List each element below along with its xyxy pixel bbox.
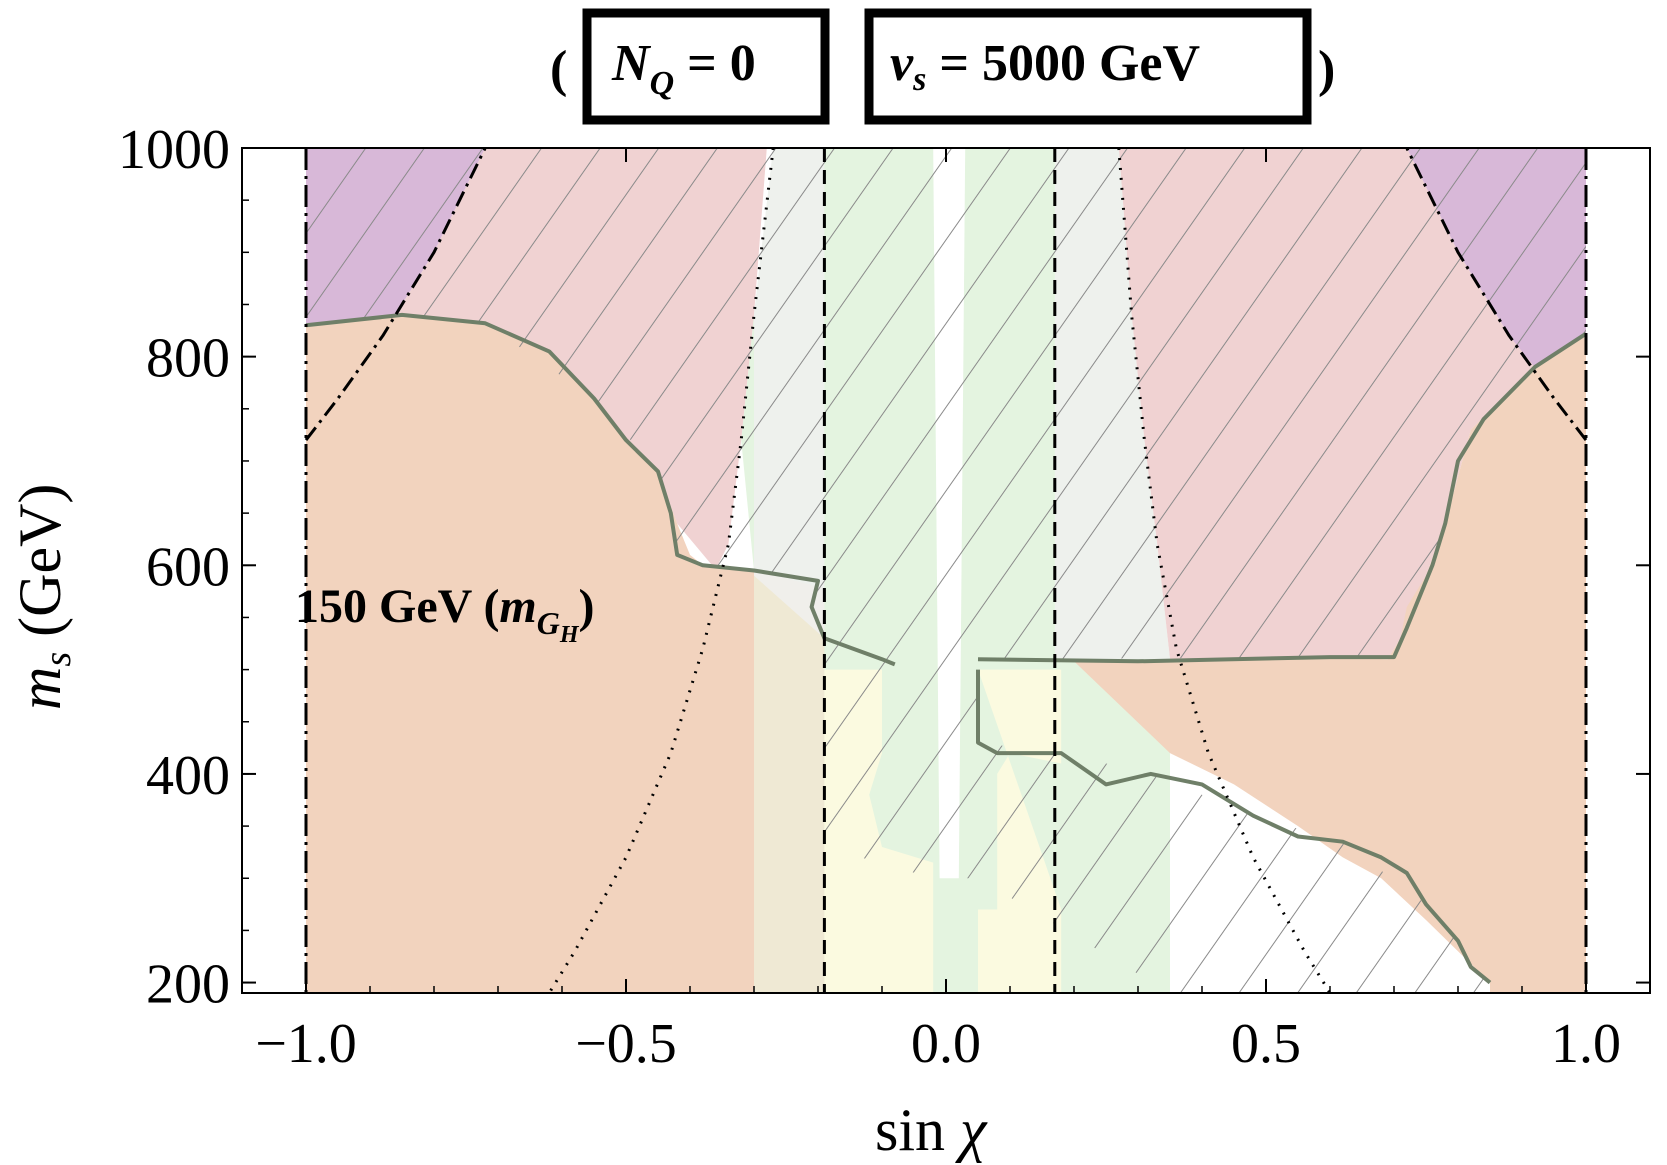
curve-boundary-left bbox=[305, 312, 896, 667]
mass-annotation: 150 GeV (mGH) bbox=[295, 580, 595, 648]
curve-dashdot-left bbox=[304, 148, 487, 442]
y-axis-label-subscript: s bbox=[37, 652, 79, 667]
header-box-vs bbox=[864, 8, 1312, 125]
header-nq-label: NQ = 0 bbox=[611, 35, 756, 102]
curve-boundary-lower-right bbox=[976, 669, 1492, 985]
x-axis-label-main: sin bbox=[875, 1097, 960, 1163]
y-tick-label: 1000 bbox=[118, 119, 230, 181]
header-vs-symbol: v bbox=[890, 35, 914, 92]
y-tick-label: 400 bbox=[146, 745, 230, 807]
x-tick-label: 1.0 bbox=[1551, 1013, 1621, 1075]
annotation-subscript: G bbox=[537, 605, 560, 641]
curve-boundary-right bbox=[977, 332, 1588, 664]
header-vs-subscript: s bbox=[912, 61, 926, 98]
curves-layer bbox=[304, 148, 1588, 993]
x-axis: −1.0 −0.5 0.0 0.5 1.0 bbox=[255, 148, 1621, 1075]
x-tick-label: 0.0 bbox=[911, 1013, 981, 1075]
header-nq-rest: = 0 bbox=[674, 35, 756, 92]
y-tick-label: 200 bbox=[146, 954, 230, 1016]
x-axis-label: sin χ bbox=[875, 1097, 988, 1163]
hatch-layer bbox=[306, 148, 1586, 993]
y-axis: 200 400 600 800 1000 bbox=[118, 119, 1650, 1016]
annotation-main: 150 GeV ( bbox=[295, 580, 499, 633]
y-axis-label-symbol: m bbox=[7, 667, 73, 710]
y-axis-label-rest: (GeV) bbox=[7, 484, 73, 652]
curve-dashdot-right bbox=[1405, 148, 1588, 442]
annotation-symbol: m bbox=[499, 580, 536, 633]
annotation-close: ) bbox=[579, 580, 595, 633]
hatched-exclusion bbox=[306, 148, 1586, 993]
region-orange-right bbox=[1074, 333, 1586, 993]
header-open-paren: ( bbox=[550, 41, 567, 98]
y-tick-label: 800 bbox=[146, 328, 230, 390]
header-vs-label: vs = 5000 GeV bbox=[890, 35, 1200, 98]
x-tick-label: −1.0 bbox=[255, 1013, 357, 1075]
header-nq-subscript: Q bbox=[650, 65, 675, 102]
header-close-paren: ) bbox=[1318, 41, 1335, 98]
header-vs-rest: = 5000 GeV bbox=[926, 35, 1200, 92]
x-tick-label: 0.5 bbox=[1231, 1013, 1301, 1075]
annotation-subsub: H bbox=[559, 622, 580, 648]
plot-area bbox=[242, 148, 1650, 993]
y-tick-label: 600 bbox=[146, 536, 230, 598]
header-nq-symbol: N bbox=[611, 35, 652, 92]
curve-dotted-left bbox=[547, 148, 775, 993]
y-axis-label: ms (GeV) bbox=[7, 484, 79, 710]
header-box-nq bbox=[582, 8, 830, 125]
chart-header: ( NQ = 0 vs = 5000 GeV ) bbox=[550, 8, 1335, 125]
x-axis-label-symbol: χ bbox=[955, 1097, 988, 1163]
x-tick-label: −0.5 bbox=[575, 1013, 677, 1075]
